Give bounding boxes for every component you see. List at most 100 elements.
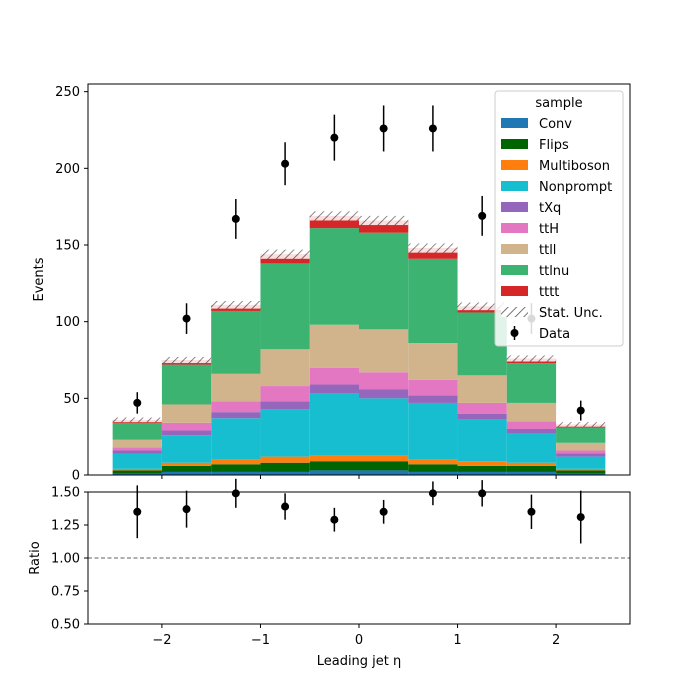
stat-unc-2 — [211, 300, 261, 309]
ratio-y-tick-label: 0.50 — [51, 618, 80, 633]
legend-title: sample — [535, 96, 582, 111]
ratio-y-tick-label: 1.00 — [51, 552, 80, 567]
data-point-6 — [428, 124, 437, 133]
bar-txq-5 — [359, 389, 409, 399]
bar-nonprompt-6 — [408, 402, 458, 460]
bar-flips-9 — [556, 470, 606, 474]
y-tick-label: 0 — [72, 469, 80, 484]
bar-conv-0 — [112, 473, 162, 475]
bar-txq-6 — [408, 395, 458, 403]
bar-tth-8 — [506, 421, 557, 429]
bar-tth-1 — [161, 422, 212, 431]
bar-conv-8 — [506, 471, 557, 475]
bar-multiboson-2 — [211, 459, 261, 465]
bar-tth-0 — [112, 447, 162, 451]
ratio-point-4 — [330, 515, 339, 524]
bar-ttlnu-4 — [309, 228, 359, 325]
bar-tth-5 — [359, 372, 409, 390]
bar-ttll-2 — [211, 373, 261, 402]
bar-ttlnu-1 — [161, 364, 212, 405]
bar-conv-4 — [309, 470, 359, 475]
bar-txq-8 — [506, 429, 557, 434]
stat-unc-5 — [359, 215, 409, 226]
ratio-point-0 — [133, 507, 142, 516]
bar-ttlnu-5 — [359, 232, 409, 330]
bar-txq-7 — [457, 413, 507, 420]
y-tick-label: 250 — [55, 85, 80, 100]
bar-txq-3 — [260, 401, 310, 410]
legend-swatch-stat-unc — [501, 307, 528, 317]
legend-data-marker — [510, 329, 519, 337]
stat-unc-0 — [112, 417, 162, 423]
series-txq — [112, 384, 606, 457]
bar-nonprompt-9 — [556, 456, 606, 469]
y-tick-label: 200 — [55, 162, 80, 177]
data-point-3 — [281, 159, 290, 168]
bar-multiboson-4 — [309, 455, 359, 462]
bar-txq-2 — [211, 412, 261, 419]
data-point-2 — [231, 214, 240, 223]
bar-multiboson-1 — [161, 462, 212, 466]
ratio-y-tick-label: 0.75 — [51, 585, 80, 600]
bar-conv-6 — [408, 471, 458, 475]
bar-flips-3 — [260, 462, 310, 472]
stat-unc-3 — [260, 249, 310, 259]
stat-unc-6 — [408, 243, 458, 253]
bar-multiboson-6 — [408, 459, 458, 465]
bar-ttll-3 — [260, 349, 310, 387]
bar-ttlnu-8 — [506, 363, 557, 403]
bar-multiboson-0 — [112, 468, 162, 471]
stat-unc-9 — [556, 422, 606, 427]
legend-label-flips: Flips — [539, 138, 569, 153]
x-tick-label: 2 — [552, 633, 560, 648]
ratio-y-tick-label: 1.25 — [51, 519, 80, 534]
bar-txq-0 — [112, 450, 162, 454]
series-multiboson — [112, 455, 606, 471]
series-flips — [112, 461, 606, 474]
bar-txq-1 — [161, 430, 212, 436]
bar-nonprompt-0 — [112, 453, 162, 469]
legend-label-conv: Conv — [539, 117, 572, 132]
stat-unc-band — [112, 211, 606, 427]
bar-ttll-6 — [408, 343, 458, 380]
bar-multiboson-7 — [457, 461, 507, 466]
bar-nonprompt-7 — [457, 419, 507, 462]
bar-flips-5 — [359, 461, 409, 471]
y-tick-label: 50 — [63, 392, 80, 407]
bar-nonprompt-2 — [211, 418, 261, 460]
legend-swatch-ttll — [501, 244, 528, 254]
data-point-9 — [576, 406, 585, 415]
legend-swatch-nonprompt — [501, 181, 528, 191]
data-point-5 — [379, 124, 388, 133]
ratio-y-tick-label: 1.50 — [51, 486, 80, 501]
bar-txq-9 — [556, 453, 606, 457]
bar-conv-3 — [260, 471, 310, 475]
bar-conv-2 — [211, 471, 261, 475]
bar-tttt-6 — [408, 248, 458, 259]
stat-unc-8 — [506, 355, 557, 362]
bar-ttlnu-0 — [112, 422, 162, 440]
legend-label-data: Data — [539, 327, 570, 342]
bar-ttll-9 — [556, 442, 606, 451]
data-point-4 — [330, 133, 339, 142]
bar-multiboson-3 — [260, 456, 310, 463]
ratio-panel: 0.50 0.75 1.00 1.25 1.50 −2 −1 0 1 2 Ratio Leading … — [28, 478, 631, 669]
x-tick-label: 1 — [453, 633, 461, 648]
bar-multiboson-5 — [359, 455, 409, 462]
bar-ttlnu-3 — [260, 263, 310, 350]
legend-label-ttll: ttll — [539, 243, 556, 258]
bar-flips-8 — [506, 465, 557, 472]
legend-label-multiboson: Multiboson — [539, 159, 610, 174]
ratio-point-3 — [281, 502, 290, 511]
bar-nonprompt-5 — [359, 398, 409, 456]
legend-swatch-txq — [501, 202, 528, 212]
series-nonprompt — [112, 393, 606, 469]
bar-nonprompt-3 — [260, 409, 310, 457]
data-point-1 — [182, 314, 191, 323]
bar-flips-4 — [309, 461, 359, 471]
x-tick-label: −1 — [251, 633, 270, 648]
bar-nonprompt-1 — [161, 435, 212, 463]
bar-tth-9 — [556, 450, 606, 454]
data-point-7 — [478, 211, 487, 220]
